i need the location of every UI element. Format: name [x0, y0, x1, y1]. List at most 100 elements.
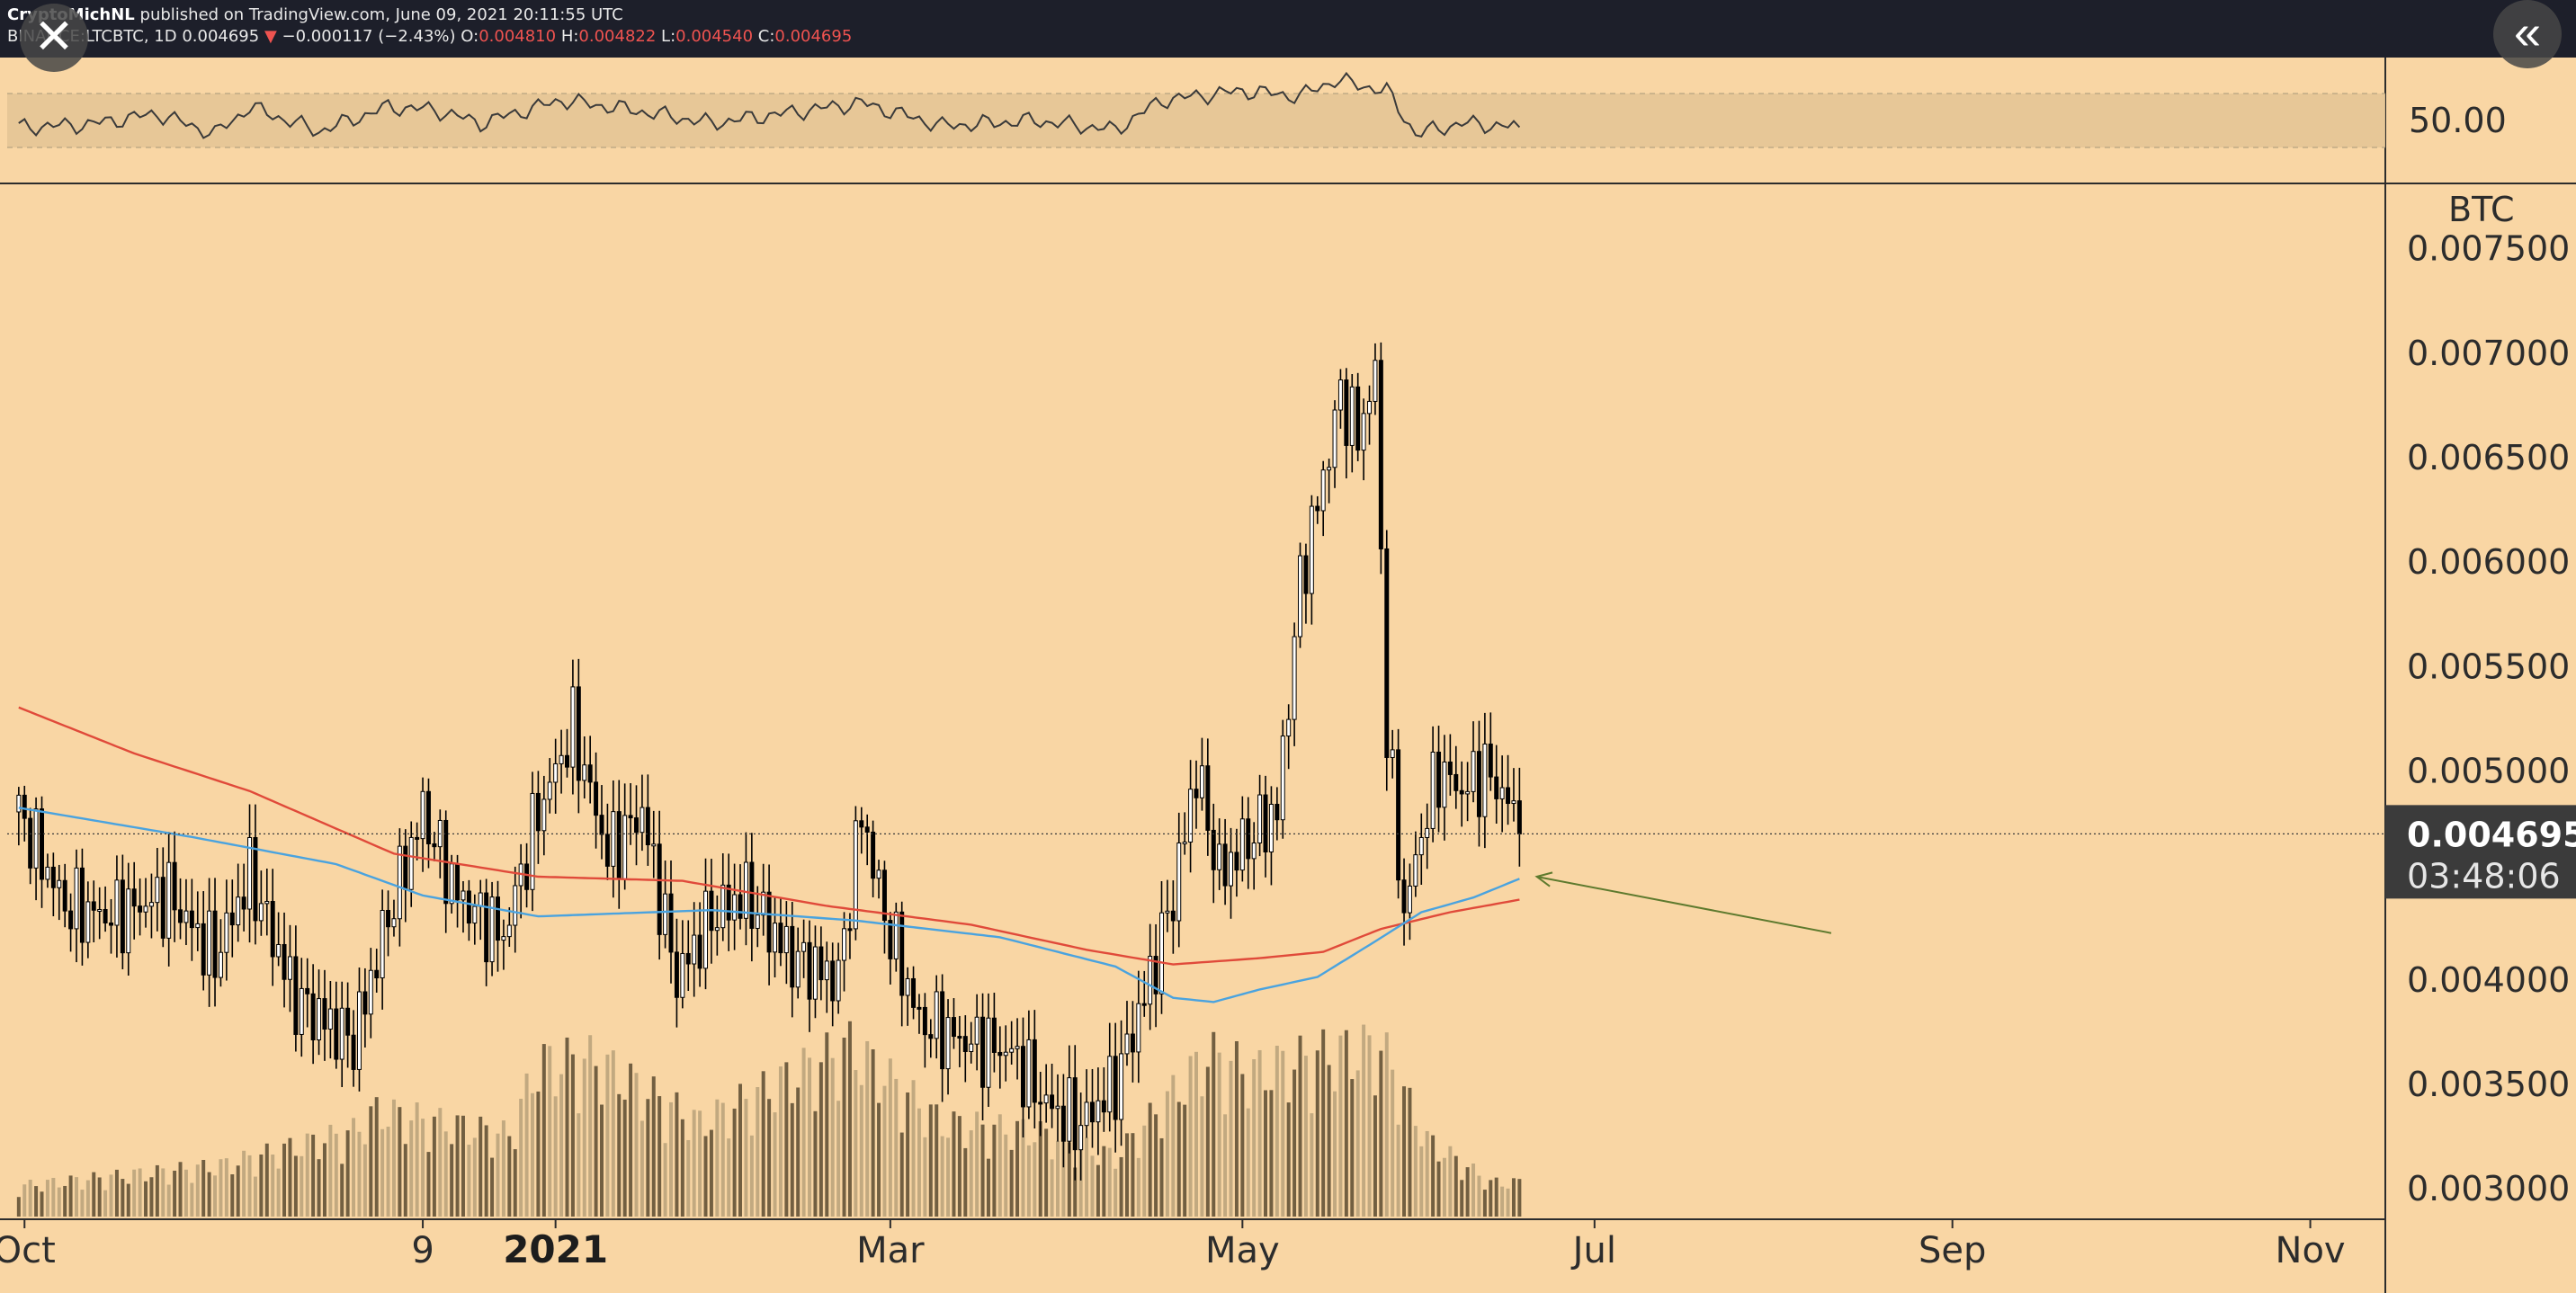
volume-bar [1142, 1125, 1147, 1217]
volume-bar [386, 1127, 390, 1217]
collapse-panel-icon[interactable]: « [2493, 0, 2562, 68]
volume-bar [362, 1144, 367, 1217]
low-value: 0.004540 [675, 27, 754, 46]
volume-bar [305, 1133, 309, 1217]
volume-bar [1344, 1030, 1348, 1217]
candle-body [1222, 843, 1228, 887]
volume-bar [1511, 1178, 1516, 1217]
time-tick-label: Jul [1570, 1230, 1616, 1271]
candle-body [1506, 787, 1511, 805]
candle-body [899, 911, 905, 996]
volume-bar [1310, 1113, 1314, 1217]
candle-body [524, 863, 530, 890]
volume-bar [588, 1035, 593, 1217]
volume-bar [357, 1131, 362, 1217]
volume-bar [224, 1158, 228, 1217]
volume-bar [195, 1164, 200, 1217]
volume-bar [1257, 1049, 1262, 1217]
candle-body [1043, 1094, 1049, 1104]
candle-body [241, 896, 246, 910]
volume-bar [582, 1058, 586, 1217]
volume-bar [813, 1110, 818, 1217]
time-tick-label: 2021 [503, 1227, 608, 1271]
volume-bar [836, 1101, 841, 1217]
candle-body [1078, 1125, 1084, 1151]
volume-bar [657, 1096, 662, 1217]
volume-bar [1471, 1164, 1476, 1217]
candle-body [604, 834, 610, 867]
candle-body [1067, 1077, 1072, 1142]
candle-body [864, 826, 870, 833]
unit-label: BTC [2448, 190, 2515, 229]
volume-bar [149, 1177, 154, 1217]
price-chart[interactable]: 50.000.0030000.0035000.0040000.0045000.0… [0, 58, 2576, 1293]
volume-bar [1436, 1161, 1441, 1217]
candle-body [91, 901, 96, 911]
candle-body [236, 896, 241, 926]
volume-bar [756, 1087, 760, 1217]
volume-bar [1350, 1079, 1355, 1217]
candle-body [692, 934, 697, 965]
candle-body [790, 925, 795, 988]
countdown-label: 03:48:06 [2407, 856, 2561, 896]
candle-body [755, 914, 760, 929]
volume-bar [1125, 1133, 1129, 1217]
candle-body [334, 1008, 339, 1060]
candle-body [847, 928, 853, 932]
volume-bar [173, 1170, 177, 1217]
time-tick-label: 9 [411, 1230, 434, 1271]
close-icon[interactable]: ✕ [20, 4, 88, 72]
volume-bar [692, 1110, 696, 1217]
volume-bar [997, 1114, 1002, 1217]
volume-bar [1402, 1086, 1407, 1217]
time-tick-label: Mar [856, 1230, 925, 1271]
volume-bar [114, 1169, 119, 1217]
volume-bar [1026, 1145, 1031, 1217]
volume-bar [1517, 1179, 1522, 1217]
candle-body [1418, 836, 1424, 856]
candle-body [1159, 912, 1164, 994]
candle-body [980, 1016, 986, 1088]
candle-body [1476, 751, 1481, 817]
candle-body [599, 815, 604, 835]
volume-bar [698, 1110, 702, 1217]
candle-body [530, 792, 535, 890]
candle-body [1367, 400, 1373, 415]
volume-bar [1246, 1108, 1250, 1217]
last-price: 0.004695 [182, 27, 260, 46]
volume-bar [415, 1102, 419, 1217]
volume-bar [1200, 1096, 1204, 1217]
candle-body [148, 902, 154, 907]
volume-bar [946, 1137, 951, 1217]
candle-body [1407, 885, 1412, 914]
volume-bar [288, 1137, 292, 1217]
volume-bar [1131, 1133, 1135, 1217]
volume-bar [986, 1158, 990, 1217]
candle-body [1292, 636, 1297, 720]
candle-body [1176, 843, 1182, 922]
volume-bar [825, 1032, 829, 1217]
candle-body [541, 798, 547, 832]
volume-bar [432, 1116, 436, 1217]
candle-body [506, 924, 512, 938]
candle-body [432, 843, 437, 848]
candle-body [22, 794, 27, 819]
volume-bar [40, 1191, 44, 1217]
candle-body [1003, 1051, 1008, 1057]
candle-body [842, 928, 847, 961]
volume-bar [854, 1070, 858, 1217]
volume-bar [634, 1073, 639, 1217]
volume-bar [577, 1113, 581, 1217]
volume-bar [553, 1096, 558, 1217]
candle-body [928, 1034, 934, 1039]
candle-body [1425, 827, 1430, 838]
candle-body [461, 890, 466, 901]
volume-bar [877, 1102, 881, 1217]
volume-bar [132, 1169, 137, 1217]
volume-bar [663, 1143, 667, 1217]
candle-body [1089, 1101, 1095, 1123]
volume-bar [1281, 1050, 1285, 1217]
volume-bar [1391, 1069, 1395, 1217]
volume-bar [328, 1124, 333, 1217]
volume-bar [1327, 1065, 1331, 1217]
